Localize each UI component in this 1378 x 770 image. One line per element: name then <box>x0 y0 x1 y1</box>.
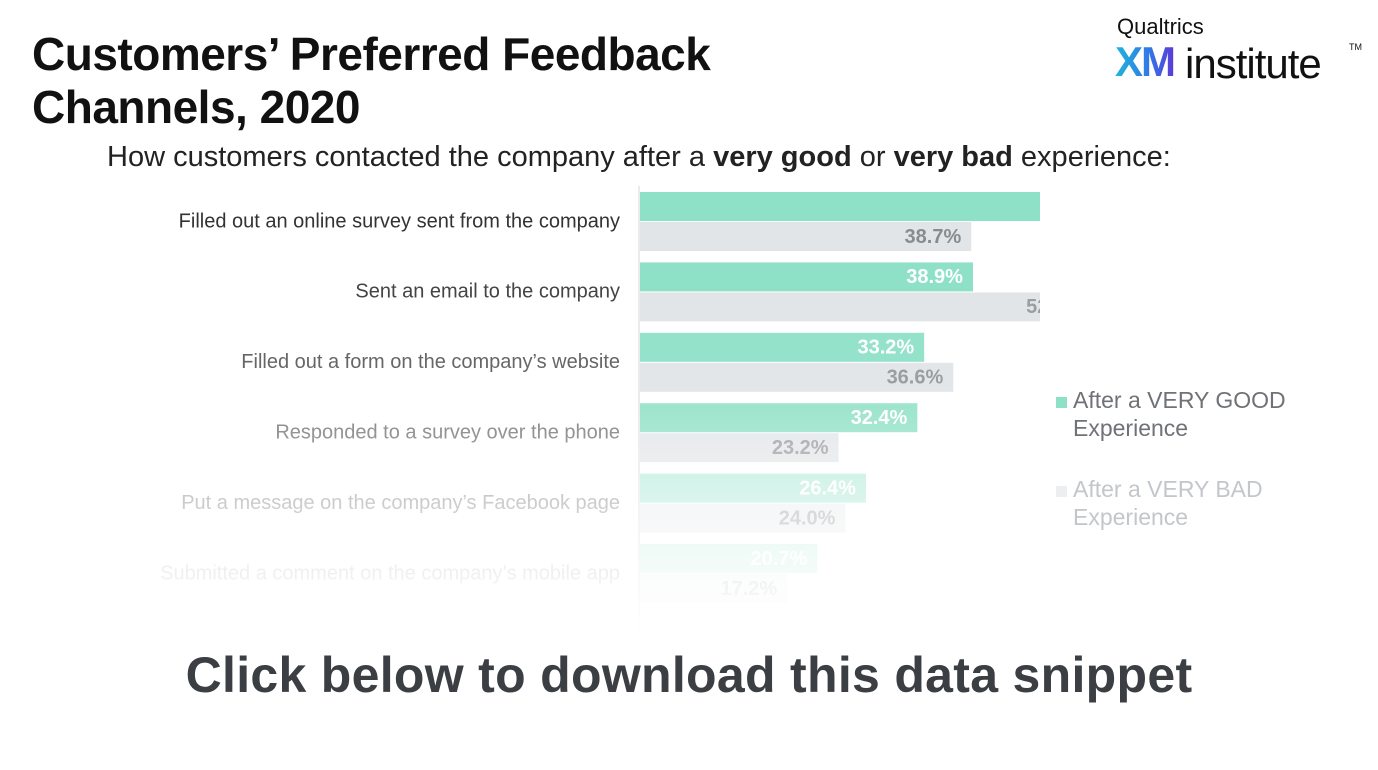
bar-chart: Filled out an online survey sent from th… <box>0 180 1040 640</box>
logo-xm-text: XM <box>1115 38 1176 85</box>
qualtrics-xm-institute-logo: Qualtrics XM institute TM <box>1115 14 1365 87</box>
legend-label-very-bad: After a VERY BAD Experience <box>1073 476 1263 530</box>
chart-subtitle: How customers contacted the company afte… <box>107 141 1171 174</box>
page-title: Customers’ Preferred Feedback Channels, … <box>32 28 711 133</box>
legend-swatch-very-good <box>1056 397 1067 408</box>
subtitle-very-bad: very bad <box>893 141 1013 173</box>
legend-label-very-good: After a VERY GOOD Experience <box>1073 387 1286 441</box>
subtitle-very-good: very good <box>713 141 852 173</box>
logo-trademark: TM <box>1349 42 1362 52</box>
subtitle-part-2: or <box>851 141 894 173</box>
logo-qualtrics-text: Qualtrics <box>1117 14 1204 39</box>
logo-institute-text: institute <box>1185 40 1322 87</box>
download-cta-text[interactable]: Click below to download this data snippe… <box>185 647 1193 703</box>
chart-fade-overlay <box>0 180 1040 640</box>
legend-swatch-very-bad <box>1056 486 1067 497</box>
subtitle-part-1: How customers contacted the company afte… <box>107 141 714 173</box>
subtitle-part-3: experience: <box>1012 141 1171 173</box>
